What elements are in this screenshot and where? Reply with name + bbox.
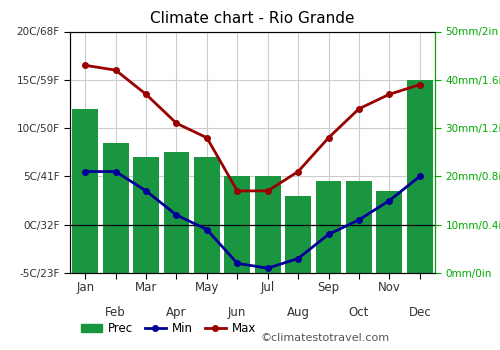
Bar <box>102 142 128 273</box>
Bar <box>72 109 98 273</box>
Text: Dec: Dec <box>408 306 431 319</box>
Bar <box>224 176 250 273</box>
Text: Jun: Jun <box>228 306 246 319</box>
Bar <box>164 152 190 273</box>
Text: ©climatestotravel.com: ©climatestotravel.com <box>260 333 389 343</box>
Text: Aug: Aug <box>286 306 310 319</box>
Title: Climate chart - Rio Grande: Climate chart - Rio Grande <box>150 11 355 26</box>
Text: Feb: Feb <box>105 306 126 319</box>
Bar <box>194 157 220 273</box>
Bar <box>285 196 311 273</box>
Text: Oct: Oct <box>349 306 369 319</box>
Bar <box>346 181 372 273</box>
Bar <box>407 80 432 273</box>
Bar <box>133 157 159 273</box>
Bar <box>376 191 402 273</box>
Bar <box>316 181 342 273</box>
Legend: Prec, Min, Max: Prec, Min, Max <box>76 317 261 340</box>
Bar <box>255 176 280 273</box>
Text: Apr: Apr <box>166 306 186 319</box>
